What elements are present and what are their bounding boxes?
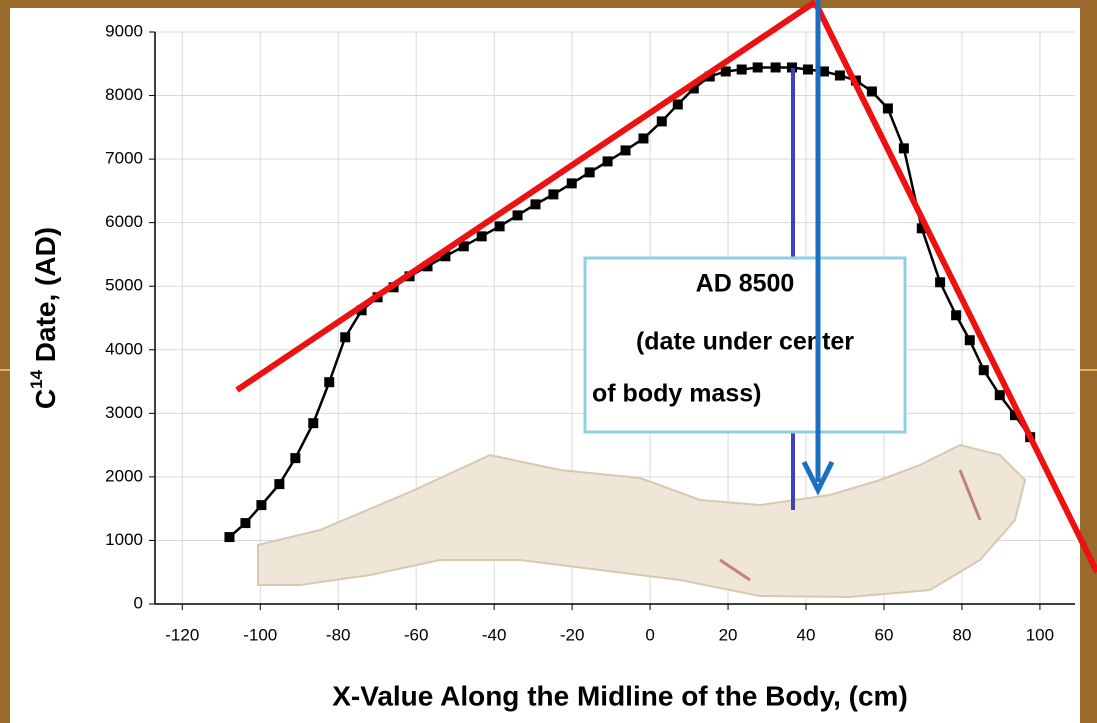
data-point	[935, 277, 946, 288]
body-figure	[257, 443, 1027, 599]
x-tick-label: -20	[560, 625, 585, 644]
x-tick-label: -100	[243, 625, 277, 644]
y-tick-label: 5000	[105, 276, 143, 295]
annotation-box	[583, 256, 907, 434]
data-point	[274, 479, 285, 490]
data-point	[672, 99, 683, 110]
panel	[10, 8, 1080, 723]
data-point	[656, 116, 667, 127]
y-axis-label: C14 Date, (AD)	[27, 227, 61, 409]
data-point	[512, 210, 523, 221]
data-point	[994, 390, 1005, 401]
annotation-text: of body mass)	[592, 380, 761, 408]
data-point	[802, 64, 813, 75]
data-point	[704, 71, 715, 82]
trend-line	[235, 0, 817, 393]
data-point	[530, 199, 541, 210]
data-point	[548, 189, 559, 200]
y-tick-label: 3000	[105, 403, 143, 422]
x-tick-label: -120	[165, 625, 199, 644]
y-tick-label: 1000	[105, 530, 143, 549]
data-point	[308, 418, 319, 429]
x-axis-label: X-Value Along the Midline of the Body, (…	[332, 680, 908, 711]
x-tick-label: -60	[404, 625, 429, 644]
data-point	[964, 335, 975, 346]
plot: 0100020003000400050006000700080009000-12…	[105, 21, 1075, 644]
y-tick-label: 6000	[105, 212, 143, 231]
data-point	[290, 453, 301, 464]
data-point	[736, 64, 747, 75]
body-detail	[719, 469, 982, 582]
data-point	[752, 62, 763, 73]
y-label-base: C	[30, 389, 61, 409]
data-point	[224, 532, 235, 543]
data-point	[866, 86, 877, 97]
data-point	[620, 145, 631, 156]
data-point	[476, 231, 487, 242]
y-label-rest: Date, (AD)	[30, 227, 61, 370]
data-point	[834, 70, 845, 81]
y-tick-label: 4000	[105, 339, 143, 358]
y-tick-label: 7000	[105, 149, 143, 168]
data-point	[786, 62, 797, 73]
data-point	[978, 365, 989, 376]
data-point	[602, 156, 613, 167]
data-point	[340, 332, 351, 343]
x-tick-label: 80	[952, 625, 971, 644]
data-point	[882, 103, 893, 114]
data-point	[494, 221, 505, 232]
annotation-text: AD 8500	[696, 270, 795, 298]
data-point	[324, 377, 335, 388]
y-label-superscript: 14	[27, 369, 46, 388]
data-point	[688, 83, 699, 94]
data-point	[638, 133, 649, 144]
x-tick-label: 40	[797, 625, 816, 644]
data-point	[356, 305, 367, 316]
body-shape	[257, 443, 1027, 599]
data-point	[256, 500, 267, 511]
x-tick-label: 0	[645, 625, 654, 644]
data-point	[440, 251, 451, 262]
data-point	[770, 62, 781, 73]
data-point	[898, 143, 909, 154]
x-tick-label: 20	[719, 625, 738, 644]
y-tick-label: 9000	[105, 21, 143, 40]
arrow-head	[801, 460, 835, 496]
data-point	[240, 518, 251, 529]
data-point	[916, 223, 927, 234]
data-point	[720, 66, 731, 77]
x-tick-label: 60	[875, 625, 894, 644]
annotation-text: (date under center	[636, 328, 854, 356]
data-point	[818, 66, 829, 77]
data-point	[951, 310, 962, 321]
y-tick-label: 0	[134, 593, 143, 612]
data-point	[1009, 410, 1020, 421]
data-point	[422, 261, 433, 272]
data-point	[566, 178, 577, 189]
trend-line	[812, 0, 1097, 574]
y-tick-label: 2000	[105, 466, 143, 485]
data-point	[584, 167, 595, 178]
data-point	[458, 241, 469, 252]
y-tick-label: 8000	[105, 85, 143, 104]
x-tick-label: -80	[326, 625, 351, 644]
x-tick-label: -40	[482, 625, 507, 644]
x-tick-label: 100	[1026, 625, 1054, 644]
